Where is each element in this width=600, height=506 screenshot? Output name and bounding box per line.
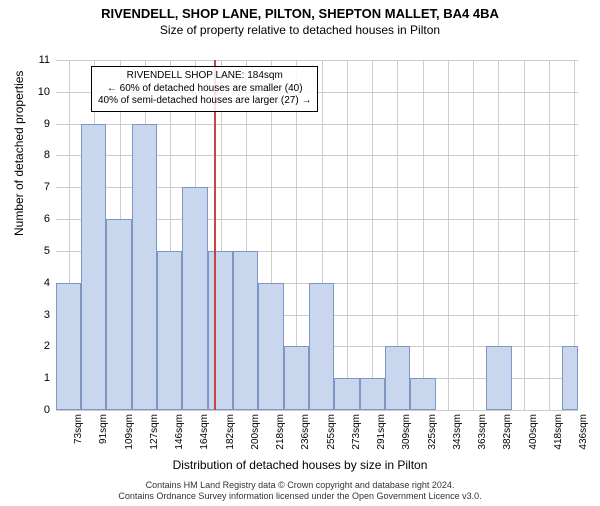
ytick-label: 6 [44,213,50,225]
xtick-label: 218sqm [275,414,286,450]
xtick-label: 127sqm [149,414,160,450]
annotation-line2: ← 60% of detached houses are smaller (40… [98,83,311,96]
xtick-label: 236sqm [300,414,311,450]
xtick-label: 309sqm [401,414,412,450]
ytick-label: 4 [44,277,50,289]
histogram-bar [182,187,208,410]
ytick-label: 5 [44,245,50,257]
xtick-label: 91sqm [98,414,109,444]
xtick-label: 343sqm [452,414,463,450]
chart-plot-area: 0123456789101173sqm91sqm109sqm127sqm146s… [56,60,578,410]
xtick-label: 109sqm [124,414,135,450]
footer-line2: Contains Ordnance Survey information lic… [0,491,600,502]
histogram-bar [81,124,106,410]
ytick-label: 1 [44,372,50,384]
histogram-bar [208,251,233,410]
gridline-h [56,60,578,61]
ytick-label: 3 [44,309,50,321]
xtick-label: 255sqm [326,414,337,450]
histogram-bar [410,378,436,410]
xtick-label: 273sqm [351,414,362,450]
ytick-label: 7 [44,181,50,193]
annotation-line3: 40% of semi-detached houses are larger (… [98,95,311,108]
gridline-v [448,60,449,410]
gridline-v [347,60,348,410]
ytick-label: 2 [44,340,50,352]
histogram-bar [562,346,578,410]
xtick-label: 325sqm [427,414,438,450]
histogram-bar [360,378,385,410]
footer-line1: Contains HM Land Registry data © Crown c… [0,480,600,491]
footer: Contains HM Land Registry data © Crown c… [0,480,600,502]
xtick-label: 146sqm [174,414,185,450]
xtick-label: 200sqm [250,414,261,450]
gridline-h [56,410,578,411]
histogram-bar [385,346,410,410]
xtick-label: 382sqm [502,414,513,450]
gridline-v [524,60,525,410]
histogram-bar [334,378,360,410]
ytick-label: 0 [44,404,50,416]
annotation-box: RIVENDELL SHOP LANE: 184sqm ← 60% of det… [91,66,318,112]
xtick-label: 291sqm [376,414,387,450]
ytick-label: 11 [39,54,50,66]
ytick-label: 10 [38,86,50,98]
x-axis-label: Distribution of detached houses by size … [0,458,600,472]
xtick-label: 182sqm [225,414,236,450]
reference-line [214,60,216,410]
y-axis-label: Number of detached properties [12,71,26,236]
xtick-label: 436sqm [578,414,589,450]
xtick-label: 400sqm [528,414,539,450]
histogram-bar [233,251,258,410]
histogram-bar [486,346,512,410]
histogram-bar [132,124,157,410]
gridline-v [372,60,373,410]
gridline-v [473,60,474,410]
xtick-label: 164sqm [199,414,210,450]
histogram-bar [309,283,334,410]
annotation-line1: RIVENDELL SHOP LANE: 184sqm [98,70,311,83]
xtick-label: 73sqm [73,414,84,444]
histogram-bar [284,346,309,410]
gridline-v [549,60,550,410]
histogram-bar [56,283,81,410]
xtick-label: 418sqm [553,414,564,450]
histogram-bar [157,251,182,410]
xtick-label: 363sqm [477,414,488,450]
histogram-bar [258,283,284,410]
gridline-v [423,60,424,410]
histogram-bar [106,219,132,410]
ytick-label: 9 [44,118,50,130]
chart-subtitle: Size of property relative to detached ho… [0,23,600,37]
ytick-label: 8 [44,149,50,161]
chart-title: RIVENDELL, SHOP LANE, PILTON, SHEPTON MA… [0,6,600,21]
